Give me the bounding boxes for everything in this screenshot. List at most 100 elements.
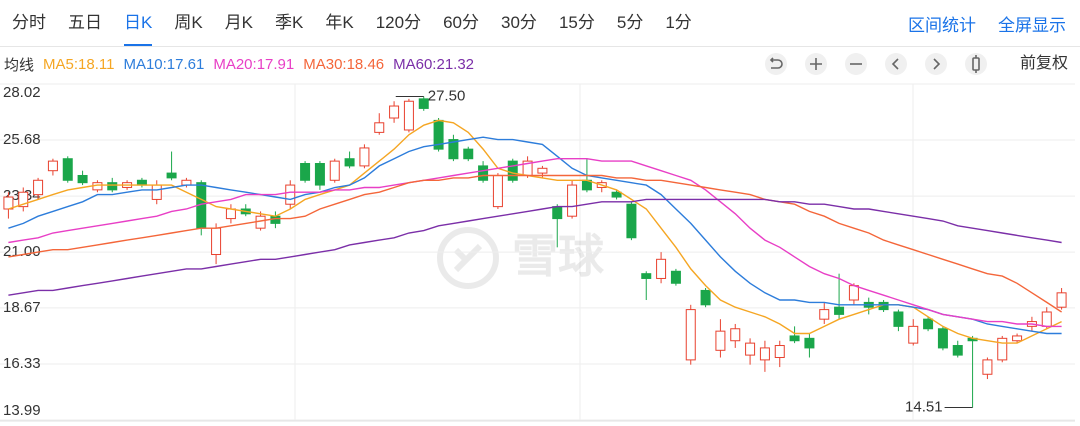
period-tabs: 分时 五日 日K 周K 月K 季K 年K 120分 60分 30分 15分 5分 1分	[12, 0, 692, 46]
candle-body	[893, 311, 904, 327]
legend-entry: MA60:21.32	[393, 55, 475, 73]
y-tick-label: 25.68	[3, 131, 41, 148]
tool-link[interactable]: 区间统计	[908, 15, 976, 35]
candle-body	[374, 122, 385, 133]
candle-body	[982, 359, 993, 375]
candle-body	[77, 174, 88, 184]
period-tab[interactable]: 60分	[443, 13, 480, 32]
candle-body	[670, 270, 681, 284]
legend-entry: MA10:17.61	[123, 55, 205, 73]
legend-entry: MA20:17.91	[213, 55, 295, 73]
candle-body	[3, 196, 14, 210]
period-tab[interactable]: 年K	[325, 13, 354, 32]
divider	[0, 46, 1080, 47]
watermark: 雪球	[437, 227, 605, 289]
period-tab[interactable]: 日K	[124, 0, 153, 46]
y-tick-label: 16.33	[3, 355, 41, 372]
period-tab[interactable]: 分时	[12, 13, 46, 32]
candle-body	[166, 172, 177, 179]
candle-body	[344, 158, 355, 167]
candle-body	[181, 179, 192, 186]
tools: 区间统计 全屏显示	[908, 0, 1066, 46]
candle-body	[997, 337, 1008, 361]
candle-body	[700, 289, 711, 306]
period-tab[interactable]: 30分	[501, 13, 537, 32]
candle-body	[359, 147, 370, 167]
candle-body	[952, 345, 963, 356]
candle-body	[819, 309, 830, 320]
candle-body	[62, 158, 73, 181]
candle-body	[463, 148, 474, 160]
period-tab[interactable]: 季K	[275, 13, 304, 32]
period-tab[interactable]: 5分	[616, 13, 644, 32]
candle-body	[937, 328, 948, 349]
y-tick-label: 13.99	[3, 402, 41, 419]
candle-body	[641, 273, 652, 279]
candle-body	[685, 309, 696, 361]
candle-body	[300, 163, 311, 181]
ma-line	[8, 174, 1062, 313]
adjust-mode[interactable]: 前复权	[1019, 55, 1068, 72]
candle-body	[567, 184, 578, 217]
candle-body	[848, 285, 859, 301]
candle-body	[314, 163, 325, 186]
candle-body	[47, 160, 58, 172]
candle-body	[418, 98, 429, 109]
period-tab[interactable]: 120分	[375, 13, 422, 32]
candle-body	[478, 165, 489, 181]
candle-body	[759, 347, 770, 361]
period-tab[interactable]: 月K	[224, 13, 254, 32]
candle-body	[908, 325, 919, 344]
candle-body	[774, 345, 785, 358]
candle-body	[789, 335, 800, 342]
ma-legend: 均线 MA5:18.11 MA10:17.61 MA20:17.91 MA30:18.4…	[4, 52, 474, 76]
candle-body	[611, 191, 622, 198]
candle-body	[745, 342, 756, 356]
candle-body	[923, 318, 934, 330]
candle-body	[1012, 335, 1023, 342]
candle-body	[1056, 292, 1067, 308]
legend-entry: MA5:18.11	[43, 55, 115, 73]
candle-body	[448, 139, 459, 160]
candle-body	[656, 258, 667, 279]
ma-line	[8, 136, 1062, 335]
ma-line	[8, 158, 1062, 328]
candle-body	[730, 328, 741, 342]
candle-body	[285, 184, 296, 205]
candle-body	[834, 306, 845, 315]
candle-body	[715, 330, 726, 351]
candle-body	[107, 182, 118, 191]
chart: 雪球 28.0225.6823.3421.0018.6716.3313.9927…	[0, 83, 1075, 422]
extreme-label: 14.51	[905, 399, 943, 416]
legend-entry: MA30:18.46	[303, 55, 385, 73]
y-tick-label: 28.02	[3, 84, 41, 101]
toolbar-icons	[765, 53, 987, 75]
candle-body	[552, 206, 563, 220]
candle-body	[211, 227, 222, 256]
candle-body	[18, 191, 29, 208]
candle-body	[804, 337, 815, 349]
tool-link[interactable]: 全屏显示	[998, 15, 1066, 35]
candle-body	[507, 160, 518, 181]
period-tab[interactable]: 15分	[558, 13, 595, 32]
period-tab[interactable]: 五日	[68, 13, 102, 32]
candle-body	[136, 179, 147, 186]
candle-body	[389, 105, 400, 119]
candle-body	[329, 160, 340, 181]
candle-body	[492, 174, 503, 208]
period-tab[interactable]: 周K	[174, 13, 203, 32]
candle-body	[403, 100, 414, 131]
candle-body	[537, 167, 548, 174]
extreme-label: 27.50	[428, 87, 466, 104]
ma-label: 均线	[4, 56, 35, 74]
period-tab[interactable]: 1分	[665, 13, 692, 32]
ma-line	[8, 198, 1062, 296]
candle-body	[626, 203, 637, 239]
watermark-text: 雪球	[512, 230, 605, 282]
candle-body	[225, 208, 236, 220]
y-tick-label: 18.67	[3, 299, 41, 316]
candle-body	[1041, 311, 1052, 327]
candle-body	[33, 179, 44, 196]
candle-body	[151, 184, 162, 200]
